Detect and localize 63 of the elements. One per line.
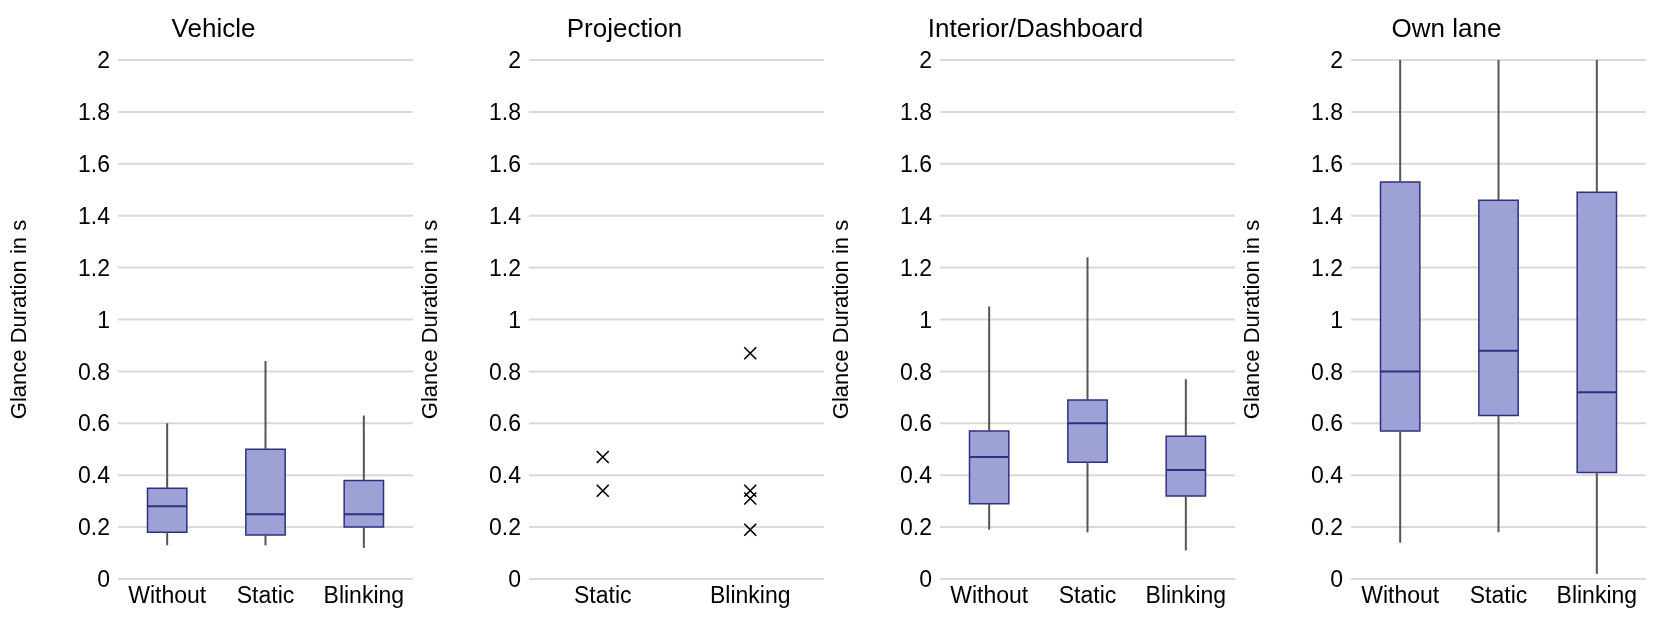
y-tick-label: 1 bbox=[97, 306, 110, 333]
y-tick-label: 1.6 bbox=[1311, 150, 1343, 177]
x-tick-label: Blinking bbox=[709, 582, 791, 609]
y-axis-title: Glance Duration in s bbox=[416, 219, 442, 420]
y-tick-label: 1 bbox=[508, 306, 521, 333]
y-tick-label: 0.2 bbox=[1311, 514, 1343, 541]
x-tick-label: Without bbox=[128, 582, 207, 609]
y-tick-label: 1 bbox=[1330, 306, 1343, 333]
x-tick-label: Static bbox=[1058, 582, 1117, 609]
y-tick-label: 0.6 bbox=[78, 410, 110, 437]
y-tick-label: 0.8 bbox=[1311, 358, 1343, 385]
y-tick-label: 1.6 bbox=[489, 150, 521, 177]
y-tick-label: 0.6 bbox=[1311, 410, 1343, 437]
chart-title: Interior/Dashboard bbox=[926, 12, 1145, 45]
x-tick-label: Blinking bbox=[1145, 582, 1227, 609]
y-tick-label: 0.2 bbox=[489, 514, 521, 541]
y-tick-label: 1.8 bbox=[900, 99, 932, 126]
x-tick-label: Blinking bbox=[1556, 582, 1638, 609]
chart-title: Own lane bbox=[1390, 12, 1503, 45]
x-tick-label: Static bbox=[573, 582, 632, 609]
y-tick-label: 1.4 bbox=[1311, 202, 1344, 229]
y-tick-label: 0.8 bbox=[489, 358, 521, 385]
y-tick-label: 0.6 bbox=[900, 410, 932, 437]
y-tick-label: 2 bbox=[1330, 47, 1343, 74]
y-tick-label: 2 bbox=[97, 47, 110, 74]
y-tick-label: 1.6 bbox=[900, 150, 932, 177]
x-tick-label: Without bbox=[1361, 582, 1440, 609]
y-tick-label: 0.2 bbox=[900, 514, 932, 541]
y-axis-title: Glance Duration in s bbox=[5, 219, 31, 420]
y-tick-label: 0.4 bbox=[78, 462, 111, 489]
y-tick-label: 0 bbox=[919, 566, 932, 593]
x-tick-label: Without bbox=[950, 582, 1029, 609]
y-tick-label: 1.4 bbox=[900, 202, 933, 229]
y-tick-label: 1 bbox=[919, 306, 932, 333]
y-tick-label: 1.2 bbox=[900, 254, 932, 281]
y-axis-title: Glance Duration in s bbox=[1238, 219, 1264, 420]
y-tick-label: 1.2 bbox=[78, 254, 110, 281]
y-tick-label: 0.8 bbox=[900, 358, 932, 385]
x-tick-label: Static bbox=[236, 582, 295, 609]
y-tick-label: 0 bbox=[97, 566, 110, 593]
y-tick-label: 1.4 bbox=[78, 202, 111, 229]
y-tick-label: 1.2 bbox=[1311, 254, 1343, 281]
x-tick-label: Static bbox=[1469, 582, 1528, 609]
y-tick-label: 1.2 bbox=[489, 254, 521, 281]
y-tick-label: 0.4 bbox=[1311, 462, 1344, 489]
chart-title: Vehicle bbox=[170, 12, 257, 45]
y-tick-label: 2 bbox=[919, 47, 932, 74]
y-axis-title: Glance Duration in s bbox=[827, 219, 853, 420]
y-tick-label: 1.8 bbox=[78, 99, 110, 126]
y-tick-label: 0.4 bbox=[489, 462, 522, 489]
y-tick-label: 1.8 bbox=[489, 99, 521, 126]
y-tick-label: 0.6 bbox=[489, 410, 521, 437]
y-tick-label: 2 bbox=[508, 47, 521, 74]
x-tick-label: Blinking bbox=[323, 582, 405, 609]
chart-title: Projection bbox=[565, 12, 684, 45]
y-tick-label: 1.8 bbox=[1311, 99, 1343, 126]
y-tick-label: 0.2 bbox=[78, 514, 110, 541]
y-tick-label: 0.8 bbox=[78, 358, 110, 385]
y-tick-label: 1.6 bbox=[78, 150, 110, 177]
y-tick-label: 0 bbox=[508, 566, 521, 593]
y-tick-label: 0 bbox=[1330, 566, 1343, 593]
y-tick-label: 1.4 bbox=[489, 202, 522, 229]
y-tick-label: 0.4 bbox=[900, 462, 933, 489]
